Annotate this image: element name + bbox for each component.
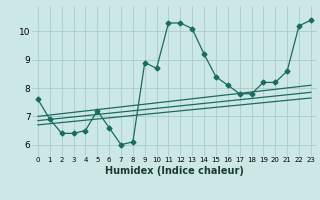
X-axis label: Humidex (Indice chaleur): Humidex (Indice chaleur) [105,166,244,176]
